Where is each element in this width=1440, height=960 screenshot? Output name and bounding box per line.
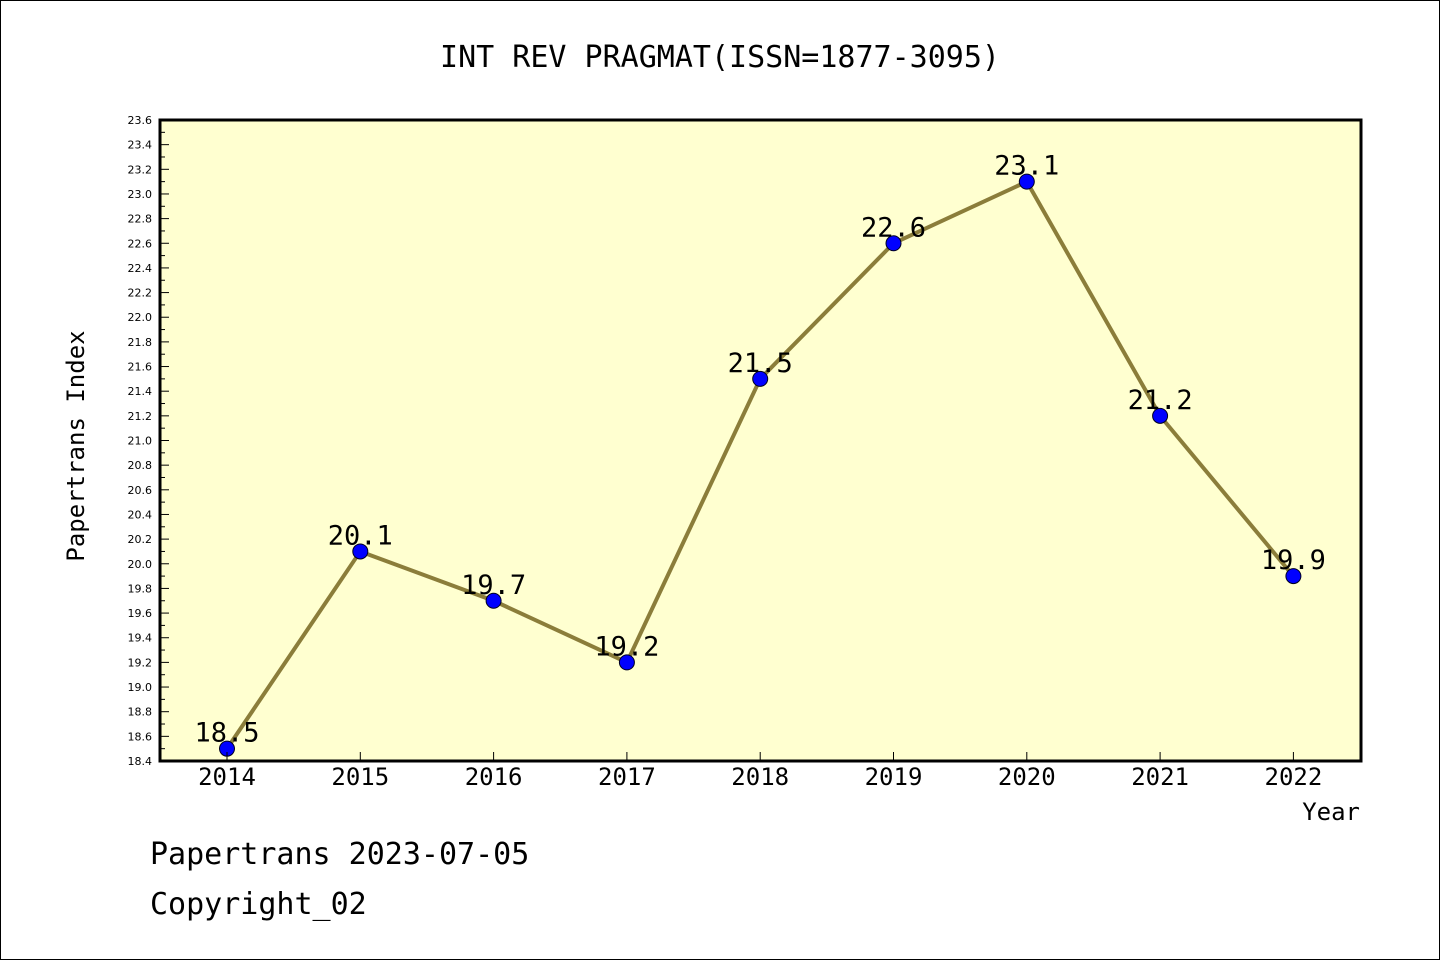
y-tick-label: 20.6 bbox=[128, 484, 153, 497]
y-tick-label: 20.8 bbox=[128, 459, 153, 472]
y-tick-label: 18.4 bbox=[128, 755, 153, 768]
data-label: 21.5 bbox=[728, 348, 793, 379]
x-tick-label: 2015 bbox=[331, 763, 389, 791]
y-tick-label: 20.0 bbox=[128, 558, 153, 571]
x-axis-ticks: 2014 2015 2016 2017 2018 2019 2020 2021 2022 bbox=[198, 752, 1322, 791]
y-tick-label: 22.8 bbox=[128, 213, 153, 226]
y-tick-label: 23.0 bbox=[128, 188, 153, 201]
data-point bbox=[1152, 407, 1169, 424]
y-tick-label: 21.8 bbox=[128, 336, 153, 349]
data-point bbox=[752, 370, 769, 387]
x-tick-label: 2021 bbox=[1131, 763, 1189, 791]
chart-title: INT REV PRAGMAT(ISSN=1877-3095) bbox=[440, 40, 1000, 75]
series-line: 18.5 20.1 19.7 19.2 21.5 22.6 23.1 21.2 19.9 bbox=[194, 151, 1326, 757]
data-point bbox=[352, 543, 369, 560]
x-tick-label: 2020 bbox=[998, 763, 1056, 791]
y-tick-label: 22.4 bbox=[128, 262, 153, 275]
y-tick-label: 23.4 bbox=[128, 139, 153, 152]
data-point bbox=[1285, 568, 1302, 585]
data-label: 23.1 bbox=[994, 151, 1059, 182]
x-tick-label: 2017 bbox=[598, 763, 656, 791]
y-tick-label: 21.6 bbox=[128, 361, 153, 374]
y-tick-label: 19.4 bbox=[128, 632, 153, 645]
data-point bbox=[1018, 173, 1035, 190]
plot-border bbox=[158, 118, 1363, 763]
y-axis-ticks: 18.4 18.6 18.8 19.0 19.2 19.4 19.6 19.8 20.0 20.2… bbox=[128, 114, 169, 768]
y-tick-label: 20.4 bbox=[128, 508, 153, 521]
y-tick-label: 18.6 bbox=[128, 730, 153, 743]
data-point bbox=[885, 235, 902, 252]
data-label: 20.1 bbox=[328, 520, 393, 551]
y-tick-label: 19.2 bbox=[128, 656, 153, 669]
data-label: 19.2 bbox=[594, 631, 659, 662]
x-tick-label: 2022 bbox=[1265, 763, 1323, 791]
data-label: 18.5 bbox=[194, 718, 259, 749]
x-tick-label: 2016 bbox=[465, 763, 523, 791]
y-tick-label: 23.2 bbox=[128, 163, 153, 176]
y-tick-label: 22.0 bbox=[128, 311, 153, 324]
y-tick-label: 21.0 bbox=[128, 435, 153, 448]
y-tick-label: 22.2 bbox=[128, 287, 153, 300]
data-label: 22.6 bbox=[861, 212, 926, 243]
y-axis-title: Papertrans Index bbox=[62, 330, 90, 561]
y-tick-label: 20.2 bbox=[128, 533, 153, 546]
data-label: 21.2 bbox=[1128, 385, 1193, 416]
data-point bbox=[618, 654, 635, 671]
footer-date: Papertrans 2023-07-05 bbox=[150, 837, 529, 872]
y-tick-label: 23.6 bbox=[128, 114, 153, 127]
x-axis-title: Year bbox=[1302, 798, 1360, 826]
x-tick-label: 2018 bbox=[731, 763, 789, 791]
y-tick-label: 19.8 bbox=[128, 582, 153, 595]
data-label: 19.9 bbox=[1261, 545, 1326, 576]
y-tick-label: 21.2 bbox=[128, 410, 153, 423]
data-point bbox=[485, 592, 502, 609]
x-tick-label: 2019 bbox=[865, 763, 923, 791]
plot-area bbox=[160, 120, 1361, 761]
y-tick-label: 22.6 bbox=[128, 237, 153, 250]
y-tick-label: 18.8 bbox=[128, 706, 153, 719]
x-tick-label: 2014 bbox=[198, 763, 256, 791]
y-tick-label: 19.6 bbox=[128, 607, 153, 620]
y-tick-label: 21.4 bbox=[128, 385, 153, 398]
data-label: 19.7 bbox=[461, 570, 526, 601]
footer-copyright: Copyright_02 bbox=[150, 887, 367, 922]
y-tick-label: 19.0 bbox=[128, 681, 153, 694]
